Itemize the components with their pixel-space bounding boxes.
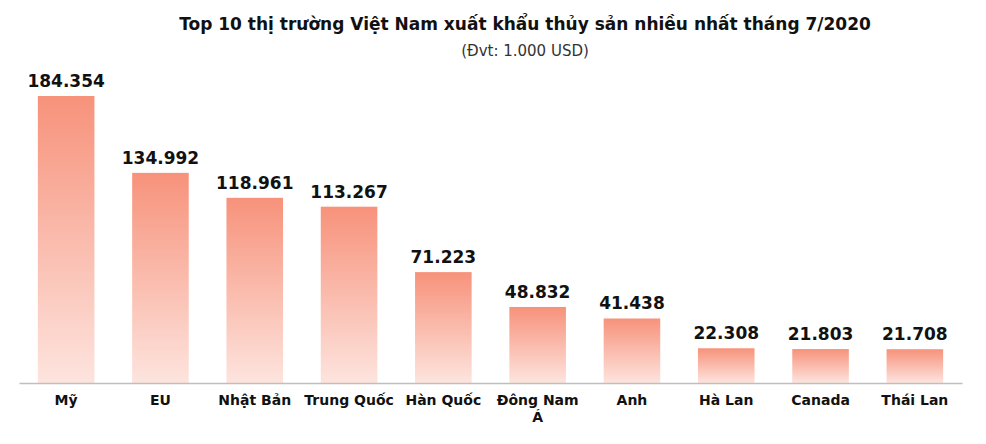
data-label: 134.992 xyxy=(122,148,199,168)
data-label: 118.961 xyxy=(216,173,293,193)
data-label: 41.438 xyxy=(599,293,665,313)
bar xyxy=(321,207,378,383)
data-label: 71.223 xyxy=(411,247,477,267)
tick-label: Hà Lan xyxy=(699,392,753,408)
data-label: 48.832 xyxy=(505,282,571,302)
data-label: 21.803 xyxy=(788,324,854,344)
x-axis: Mỹ EU Nhật Bản Trung Quốc Hàn Quốc Đông NamÁ A… xyxy=(20,384,963,425)
tick: Hà Lan xyxy=(699,392,753,408)
bars xyxy=(38,96,943,383)
data-label: 113.267 xyxy=(310,182,387,202)
data-labels: 184.354 134.992 118.961 113.267 71.223 48.832… xyxy=(27,71,947,344)
data-label: 22.308 xyxy=(693,323,759,343)
tick: Trung Quốc xyxy=(304,392,394,408)
tick: EU xyxy=(150,392,171,408)
tick: Đông NamÁ xyxy=(497,392,579,425)
subtitle: (Đvt: 1.000 USD) xyxy=(461,42,589,60)
bar xyxy=(38,96,95,383)
tick-label: Mỹ xyxy=(55,392,78,408)
tick-label: Đông NamÁ xyxy=(497,392,579,425)
tick-label: Nhật Bản xyxy=(218,392,291,408)
bar xyxy=(792,349,849,383)
bar xyxy=(226,198,283,383)
chart: Top 10 thị trường Việt Nam xuất khẩu thủ… xyxy=(0,0,986,444)
tick: Mỹ xyxy=(55,392,78,408)
bar xyxy=(415,272,472,383)
tick: Thái Lan xyxy=(881,392,948,408)
tick-label: Trung Quốc xyxy=(304,392,394,408)
bar xyxy=(132,173,189,383)
bar xyxy=(698,348,755,383)
bar xyxy=(604,318,661,383)
tick: Nhật Bản xyxy=(218,392,291,408)
tick: Anh xyxy=(617,392,648,408)
tick-label: EU xyxy=(150,392,171,408)
title: Top 10 thị trường Việt Nam xuất khẩu thủ… xyxy=(179,13,871,34)
tick: Hàn Quốc xyxy=(405,392,481,408)
tick-label: Thái Lan xyxy=(881,392,948,408)
data-label: 21.708 xyxy=(882,324,948,344)
tick-label: Hàn Quốc xyxy=(405,392,481,408)
bar xyxy=(509,307,566,383)
bar xyxy=(887,349,944,383)
tick-label: Anh xyxy=(617,392,648,408)
axis-line xyxy=(20,383,963,385)
tick-label: Canada xyxy=(791,392,850,408)
tick: Canada xyxy=(791,392,850,408)
data-label: 184.354 xyxy=(27,71,105,91)
